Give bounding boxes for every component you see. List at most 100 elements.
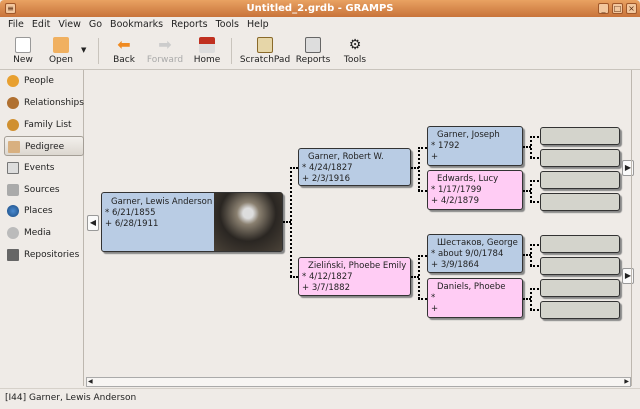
person-box-root[interactable]: Garner, Lewis Anderson * 6/21/1855 + 6/2… xyxy=(101,192,283,252)
sidebar-item-events[interactable]: Events xyxy=(4,158,84,178)
person-box-maternal-grandmother[interactable]: Daniels, Phoebe * + xyxy=(427,278,523,318)
forward-button[interactable]: ➡ Forward xyxy=(146,35,184,66)
person-box-father[interactable]: Garner, Robert W. * 4/24/1827 + 2/3/1916 xyxy=(298,148,411,186)
family-icon xyxy=(7,119,19,131)
connector-line xyxy=(418,255,420,299)
menu-bar: File Edit View Go Bookmarks Reports Tool… xyxy=(0,17,640,32)
repository-icon xyxy=(7,249,19,261)
title-bar: Untitled_2.grdb - GRAMPS xyxy=(0,0,640,17)
connector-line xyxy=(418,190,427,192)
reports-button[interactable]: Reports xyxy=(295,34,331,68)
empty-person-box[interactable] xyxy=(540,149,620,167)
connector-line xyxy=(523,190,531,192)
connector-line xyxy=(530,136,539,138)
menu-tools[interactable]: Tools xyxy=(215,19,239,30)
connector-line xyxy=(290,167,292,277)
open-button[interactable]: Open xyxy=(44,34,78,68)
horizontal-scrollbar[interactable]: ◀ ▶ xyxy=(86,377,631,387)
menu-view[interactable]: View xyxy=(58,19,81,30)
pedigree-view: ◀ Garner, Lewis Anderson * 6/21/1855 + 6… xyxy=(85,70,634,377)
navigate-child-button[interactable]: ◀ xyxy=(87,215,99,231)
menu-help[interactable]: Help xyxy=(246,19,269,30)
menu-go[interactable]: Go xyxy=(88,19,103,30)
scratchpad-button[interactable]: ScratchPad xyxy=(238,34,292,68)
back-button[interactable]: ⬅ Back xyxy=(113,35,135,66)
toolbar: New Open ▼ ⬅ Back ➡ Forward Home ScratchPa… xyxy=(0,32,640,70)
connector-line xyxy=(411,276,419,278)
menu-bookmarks[interactable]: Bookmarks xyxy=(110,19,164,30)
gears-icon: ⚙ xyxy=(348,37,362,53)
connector-line xyxy=(530,180,532,202)
sidebar-item-pedigree[interactable]: Pedigree xyxy=(4,136,84,156)
home-button[interactable]: Home xyxy=(190,34,224,68)
maximize-button[interactable]: □ xyxy=(612,3,623,14)
person-photo xyxy=(214,193,282,251)
scroll-left-icon[interactable]: ◀ xyxy=(88,378,93,385)
sidebar-item-family-list[interactable]: Family List xyxy=(4,115,84,135)
empty-person-box[interactable] xyxy=(540,279,620,297)
connector-line xyxy=(418,255,427,257)
person-box-maternal-grandfather[interactable]: Шестаков, George * about 9/0/1784 + 3/9/… xyxy=(427,234,523,273)
empty-person-box[interactable] xyxy=(540,257,620,275)
window-menu-icon[interactable]: ≡ xyxy=(5,3,16,14)
connector-line xyxy=(418,298,427,300)
close-button[interactable]: × xyxy=(626,3,637,14)
menu-edit[interactable]: Edit xyxy=(31,19,51,30)
empty-person-box[interactable] xyxy=(540,193,620,211)
connector-line xyxy=(283,221,291,223)
empty-person-box[interactable] xyxy=(540,171,620,189)
person-box-paternal-grandfather[interactable]: Garner, Joseph * 1792 + xyxy=(427,126,523,166)
back-arrow-icon: ⬅ xyxy=(117,35,131,54)
empty-person-box[interactable] xyxy=(540,235,620,253)
connector-line xyxy=(523,146,531,148)
book-icon xyxy=(7,184,19,196)
connector-line xyxy=(290,276,298,278)
connector-line xyxy=(290,167,298,169)
forward-arrow-icon: ➡ xyxy=(158,35,172,54)
person-box-paternal-grandmother[interactable]: Edwards, Lucy * 1/17/1799 + 4/2/1879 xyxy=(427,170,523,210)
sidebar: People Relationships Family List Pedigre… xyxy=(0,70,84,386)
reports-icon xyxy=(305,37,321,53)
open-dropdown-icon[interactable]: ▼ xyxy=(81,46,87,54)
folder-icon xyxy=(53,37,69,53)
connector-line xyxy=(530,244,532,266)
connector-line xyxy=(530,157,539,159)
scroll-right-icon[interactable]: ▶ xyxy=(624,378,629,385)
status-text: [I44] Garner, Lewis Anderson xyxy=(5,393,137,403)
person-box-mother[interactable]: Zieliński, Phoebe Emily * 4/12/1827 + 3/… xyxy=(298,257,411,296)
sidebar-item-repositories[interactable]: Repositories xyxy=(4,245,84,265)
home-icon xyxy=(199,37,215,53)
connector-line xyxy=(530,288,539,290)
new-button[interactable]: New xyxy=(8,34,38,68)
sidebar-item-relationships[interactable]: Relationships xyxy=(4,93,84,113)
menu-reports[interactable]: Reports xyxy=(171,19,208,30)
vertical-scrollbar[interactable] xyxy=(631,70,639,386)
sidebar-item-media[interactable]: Media xyxy=(4,223,84,243)
tools-button[interactable]: ⚙ Tools xyxy=(343,37,367,65)
menu-file[interactable]: File xyxy=(8,19,24,30)
connector-line xyxy=(530,309,539,311)
minimize-button[interactable]: _ xyxy=(598,3,609,14)
globe-icon xyxy=(7,205,19,217)
window-title: Untitled_2.grdb - GRAMPS xyxy=(246,3,394,14)
clipboard-icon xyxy=(257,37,273,53)
media-icon xyxy=(7,227,19,239)
connector-line xyxy=(530,180,539,182)
sidebar-item-places[interactable]: Places xyxy=(4,201,84,221)
connector-line xyxy=(411,167,419,169)
connector-line xyxy=(523,298,531,300)
separator xyxy=(98,38,99,64)
connector-line xyxy=(530,288,532,310)
relationships-icon xyxy=(7,97,19,109)
connector-line xyxy=(530,201,539,203)
sidebar-item-people[interactable]: People xyxy=(4,71,84,91)
connector-line xyxy=(530,265,539,267)
empty-person-box[interactable] xyxy=(540,127,620,145)
new-file-icon xyxy=(15,37,31,53)
sidebar-item-sources[interactable]: Sources xyxy=(4,180,84,200)
connector-line xyxy=(530,136,532,158)
calendar-icon xyxy=(7,162,19,174)
person-icon xyxy=(7,75,19,87)
status-bar: [I44] Garner, Lewis Anderson xyxy=(0,388,640,409)
empty-person-box[interactable] xyxy=(540,301,620,319)
